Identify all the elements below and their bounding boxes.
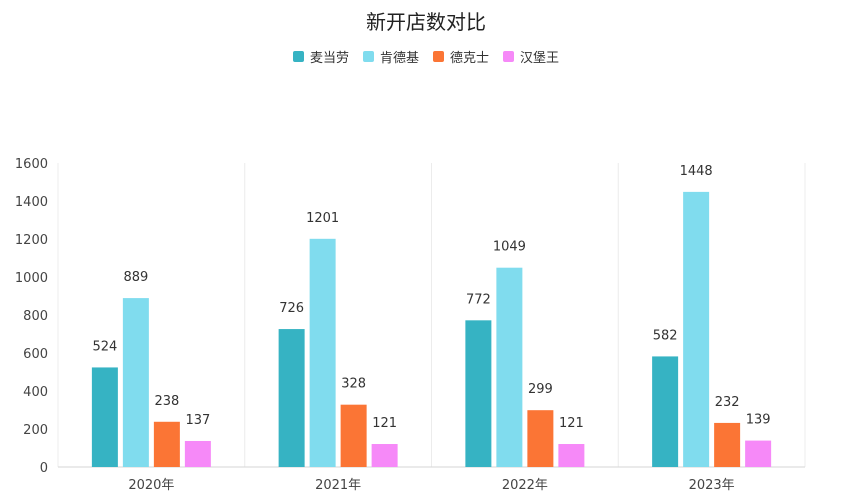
bar-3-3	[745, 440, 772, 467]
data-label-0-1: 726	[279, 301, 304, 316]
legend-label-2: 德克士	[450, 51, 490, 66]
legend-swatch-0	[292, 51, 304, 62]
bar-3-0	[184, 440, 211, 467]
data-label-0-3: 582	[653, 328, 678, 343]
y-tick-label-8: 1600	[15, 157, 48, 172]
data-label-2-3: 232	[715, 395, 740, 410]
data-label-0-2: 772	[466, 292, 491, 307]
x-tick-label-1: 2021年	[315, 478, 361, 493]
bar-2-1	[340, 404, 367, 467]
data-label-1-2: 1049	[493, 240, 526, 255]
bar-2-3	[714, 422, 741, 467]
legend-item-1[interactable]: 肯德基	[362, 47, 419, 66]
y-tick-label-1: 200	[23, 423, 48, 438]
data-label-3-1: 121	[372, 416, 397, 431]
data-label-1-3: 1448	[680, 164, 713, 179]
legend: 麦当劳 肯德基 德克士 汉堡王	[0, 47, 852, 66]
legend-swatch-3	[503, 51, 515, 62]
bar-1-3	[683, 191, 710, 467]
chart-title: 新开店数对比	[366, 10, 486, 34]
legend-label-0: 麦当劳	[309, 51, 349, 66]
data-label-3-3: 139	[746, 413, 771, 428]
bar-1-0	[122, 298, 149, 467]
data-label-3-2: 121	[559, 416, 584, 431]
data-label-1-1: 1201	[306, 211, 339, 226]
bar-1-2	[496, 267, 523, 467]
y-tick-label-4: 800	[23, 309, 48, 324]
x-tick-label-3: 2023年	[689, 478, 735, 493]
data-label-3-0: 137	[185, 413, 210, 428]
legend-item-3[interactable]: 汉堡王	[503, 47, 559, 66]
bar-0-3	[652, 356, 679, 467]
y-tick-label-3: 600	[23, 347, 48, 362]
x-tick-label-2: 2022年	[502, 478, 548, 493]
legend-swatch-2	[433, 51, 444, 62]
y-tick-label-5: 1000	[15, 271, 48, 286]
y-tick-label-0: 0	[40, 461, 48, 476]
bar-3-2	[558, 444, 585, 467]
y-tick-label-7: 1400	[15, 195, 48, 210]
bar-0-2	[465, 320, 492, 467]
legend-label-1: 肯德基	[379, 51, 419, 66]
data-label-0-0: 524	[92, 339, 117, 354]
bar-0-0	[91, 367, 118, 467]
bar-3-1	[371, 444, 398, 467]
data-label-2-1: 328	[341, 377, 366, 392]
x-tick-label-0: 2020年	[128, 478, 174, 493]
y-tick-label-2: 400	[23, 385, 48, 400]
legend-item-2[interactable]: 德克士	[433, 47, 489, 66]
data-label-2-2: 299	[528, 382, 553, 397]
legend-item-0[interactable]: 麦当劳	[292, 47, 349, 66]
bar-0-1	[278, 329, 305, 467]
bar-1-1	[309, 238, 336, 467]
bar-2-0	[153, 421, 180, 467]
bar-2-2	[527, 410, 554, 467]
y-tick-label-6: 1200	[15, 233, 48, 248]
data-label-2-0: 238	[154, 394, 179, 409]
data-label-1-0: 889	[123, 270, 148, 285]
legend-swatch-1	[362, 51, 374, 62]
legend-label-3: 汉堡王	[520, 51, 560, 66]
